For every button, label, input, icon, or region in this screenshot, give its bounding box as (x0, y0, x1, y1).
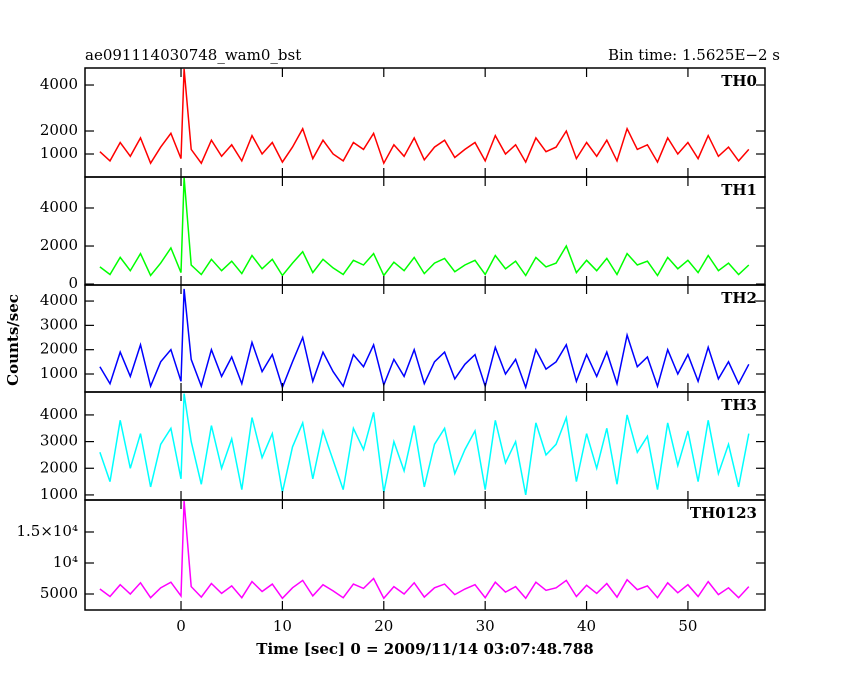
panel-label: TH2 (721, 289, 757, 307)
x-tick-label: 40 (577, 617, 596, 635)
y-tick-label: 10⁴ (53, 553, 78, 571)
y-tick-label: 2000 (40, 236, 78, 254)
series-line (99, 288, 750, 390)
panel-label: TH3 (721, 396, 757, 414)
x-tick-label: 10 (273, 617, 292, 635)
panel-label: TH1 (721, 181, 757, 199)
bin-time: Bin time: 1.5625E−2 s (608, 46, 780, 64)
x-axis-label: Time [sec] 0 = 2009/11/14 03:07:48.788 (256, 640, 593, 658)
y-tick-label: 4000 (40, 291, 78, 309)
series-line (99, 177, 750, 277)
panel-label: TH0123 (690, 504, 757, 522)
x-tick-label: 20 (374, 617, 393, 635)
panel-label: TH0 (721, 72, 757, 90)
x-tick-label: 30 (476, 617, 495, 635)
series-line (99, 500, 750, 600)
series-line (99, 68, 750, 166)
panel-frame (84, 176, 766, 286)
y-tick-label: 2000 (40, 458, 78, 476)
y-tick-label: 1000 (40, 364, 78, 382)
y-tick-label: 2000 (40, 121, 78, 139)
y-tick-label: 3000 (40, 315, 78, 333)
y-axis-label: Counts/sec (4, 294, 22, 386)
panel-frame (84, 284, 766, 393)
y-tick-label: 5000 (40, 584, 78, 602)
panel-frame (84, 67, 766, 178)
x-tick-label: 50 (678, 617, 697, 635)
y-tick-label: 0 (68, 274, 78, 292)
y-tick-label: 1000 (40, 144, 78, 162)
y-tick-label: 4000 (40, 198, 78, 216)
x-tick-label: 0 (176, 617, 186, 635)
y-tick-label: 1000 (40, 485, 78, 503)
y-tick-label: 4000 (40, 75, 78, 93)
series-line (99, 393, 750, 496)
y-tick-label: 2000 (40, 340, 78, 358)
y-tick-label: 4000 (40, 405, 78, 423)
panel-frame (84, 499, 766, 611)
y-tick-label: 1.5×10⁴ (16, 522, 78, 540)
y-tick-label: 3000 (40, 432, 78, 450)
chart-title: ae091114030748_wam0_bst (85, 46, 301, 64)
